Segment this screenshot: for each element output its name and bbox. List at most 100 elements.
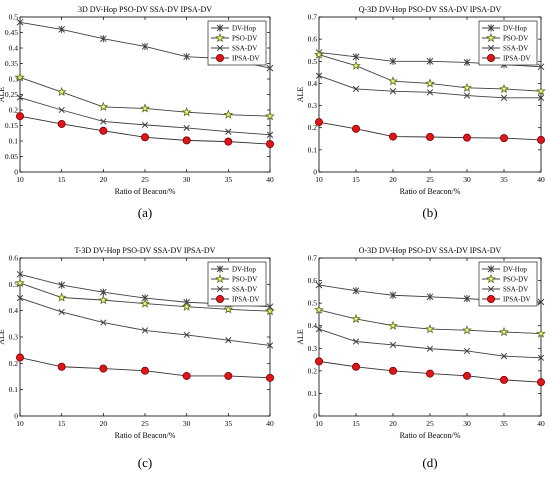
data-point [140, 103, 150, 113]
data-point [98, 101, 109, 112]
y-tick-label: 0.1 [308, 145, 318, 154]
data-point [57, 362, 66, 371]
y-tick-label: 0.3 [9, 333, 19, 342]
y-tick-label: 0.1 [308, 389, 318, 398]
data-point [224, 137, 233, 146]
legend-marker [215, 273, 225, 284]
data-point [265, 140, 274, 149]
legend-label: DV-Hop [503, 25, 527, 33]
legend-marker [487, 44, 495, 52]
y-axis-label: ALE [296, 87, 305, 103]
data-point [352, 53, 360, 61]
data-point [499, 83, 509, 94]
legend-marker [487, 24, 495, 32]
x-tick-label: 35 [225, 175, 233, 184]
x-tick-label: 40 [537, 419, 545, 428]
data-point [182, 136, 191, 145]
legend: DV-Hop PSO-DV SSA-DV IPSA-DV [478, 261, 538, 307]
data-point [536, 328, 546, 338]
legend: DV-Hop PSO-DV SSA-DV IPSA-DV [207, 261, 267, 307]
legend-marker [486, 32, 496, 43]
data-point [141, 42, 149, 51]
data-point [351, 60, 361, 70]
data-point [351, 362, 360, 371]
x-tick-label: 40 [266, 419, 274, 428]
data-point [388, 76, 398, 86]
data-point [57, 119, 66, 128]
legend-label: PSO-DV [503, 35, 528, 43]
x-tick-label: 35 [500, 419, 508, 428]
legend-marker [216, 44, 224, 52]
data-point [56, 86, 67, 97]
legend-label: IPSA-DV [232, 55, 260, 63]
chart-panel-d: O-3D DV-Hop PSO-DV SSA-DV IPSA-DV 10 15 20 2… [296, 246, 546, 470]
series-ssa-dv [315, 325, 545, 361]
data-point [99, 35, 107, 43]
data-point [537, 63, 545, 71]
x-tick-label: 10 [315, 419, 323, 428]
data-point [389, 57, 397, 65]
data-point [389, 88, 397, 95]
legend-marker [215, 54, 224, 63]
y-tick-label: 0.35 [5, 59, 18, 68]
y-tick-label: 0.4 [308, 321, 318, 330]
data-point [499, 375, 508, 384]
x-tick-label: 15 [58, 419, 66, 428]
y-tick-label: 0 [313, 412, 317, 421]
data-point [537, 135, 546, 144]
x-tick-label: 10 [315, 175, 323, 184]
data-point [15, 353, 24, 362]
data-point [462, 82, 472, 92]
legend-label: SSA-DV [503, 286, 528, 294]
x-tick-label: 40 [266, 175, 274, 184]
data-point [314, 304, 324, 315]
y-tick-label: 0 [313, 168, 317, 177]
data-point [183, 53, 191, 61]
data-point [183, 124, 190, 132]
legend-marker [216, 265, 224, 273]
chart-title: O-3D DV-Hop PSO-DV SSA-DV IPSA-DV [359, 246, 502, 255]
legend-marker [486, 294, 495, 303]
data-point [265, 306, 275, 316]
data-point [500, 94, 508, 101]
series-pso-dv [15, 277, 275, 316]
data-point [181, 301, 192, 311]
x-tick-label: 40 [537, 175, 545, 184]
data-point [351, 313, 361, 324]
data-point [388, 366, 397, 375]
y-tick-label: 0.15 [5, 121, 18, 130]
y-tick-label: 0.7 [308, 254, 318, 263]
data-point [100, 118, 107, 125]
legend-marker [215, 32, 225, 43]
series-pso-dv [314, 49, 546, 96]
data-point [462, 133, 471, 142]
data-point [16, 294, 24, 302]
data-point [15, 112, 24, 121]
data-point [426, 57, 434, 65]
x-axis-label: Ratio of Beacon/% [115, 431, 176, 440]
series-line [318, 328, 542, 359]
data-point [58, 25, 66, 33]
y-axis-label: ALE [0, 329, 6, 345]
data-point [181, 107, 192, 117]
legend-marker [486, 54, 495, 63]
data-point [225, 337, 232, 344]
data-point [100, 319, 107, 326]
legend-label: DV-Hop [503, 266, 527, 274]
data-point [15, 72, 25, 82]
y-tick-label: 0.6 [308, 35, 318, 44]
y-tick-label: 0.3 [308, 344, 318, 353]
data-point [315, 72, 323, 79]
series-ssa-dv [16, 94, 274, 138]
data-point [141, 121, 149, 129]
legend-marker [215, 294, 224, 303]
data-point [463, 92, 471, 99]
y-tick-label: 0.3 [308, 101, 318, 110]
data-point [265, 373, 274, 382]
x-tick-label: 35 [500, 175, 508, 184]
x-tick-label: 20 [389, 175, 397, 184]
legend-marker [216, 24, 224, 32]
data-point [499, 326, 509, 337]
data-point [99, 288, 107, 296]
